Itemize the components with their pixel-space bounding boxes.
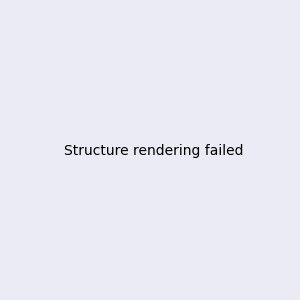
Text: Structure rendering failed: Structure rendering failed <box>64 145 244 158</box>
